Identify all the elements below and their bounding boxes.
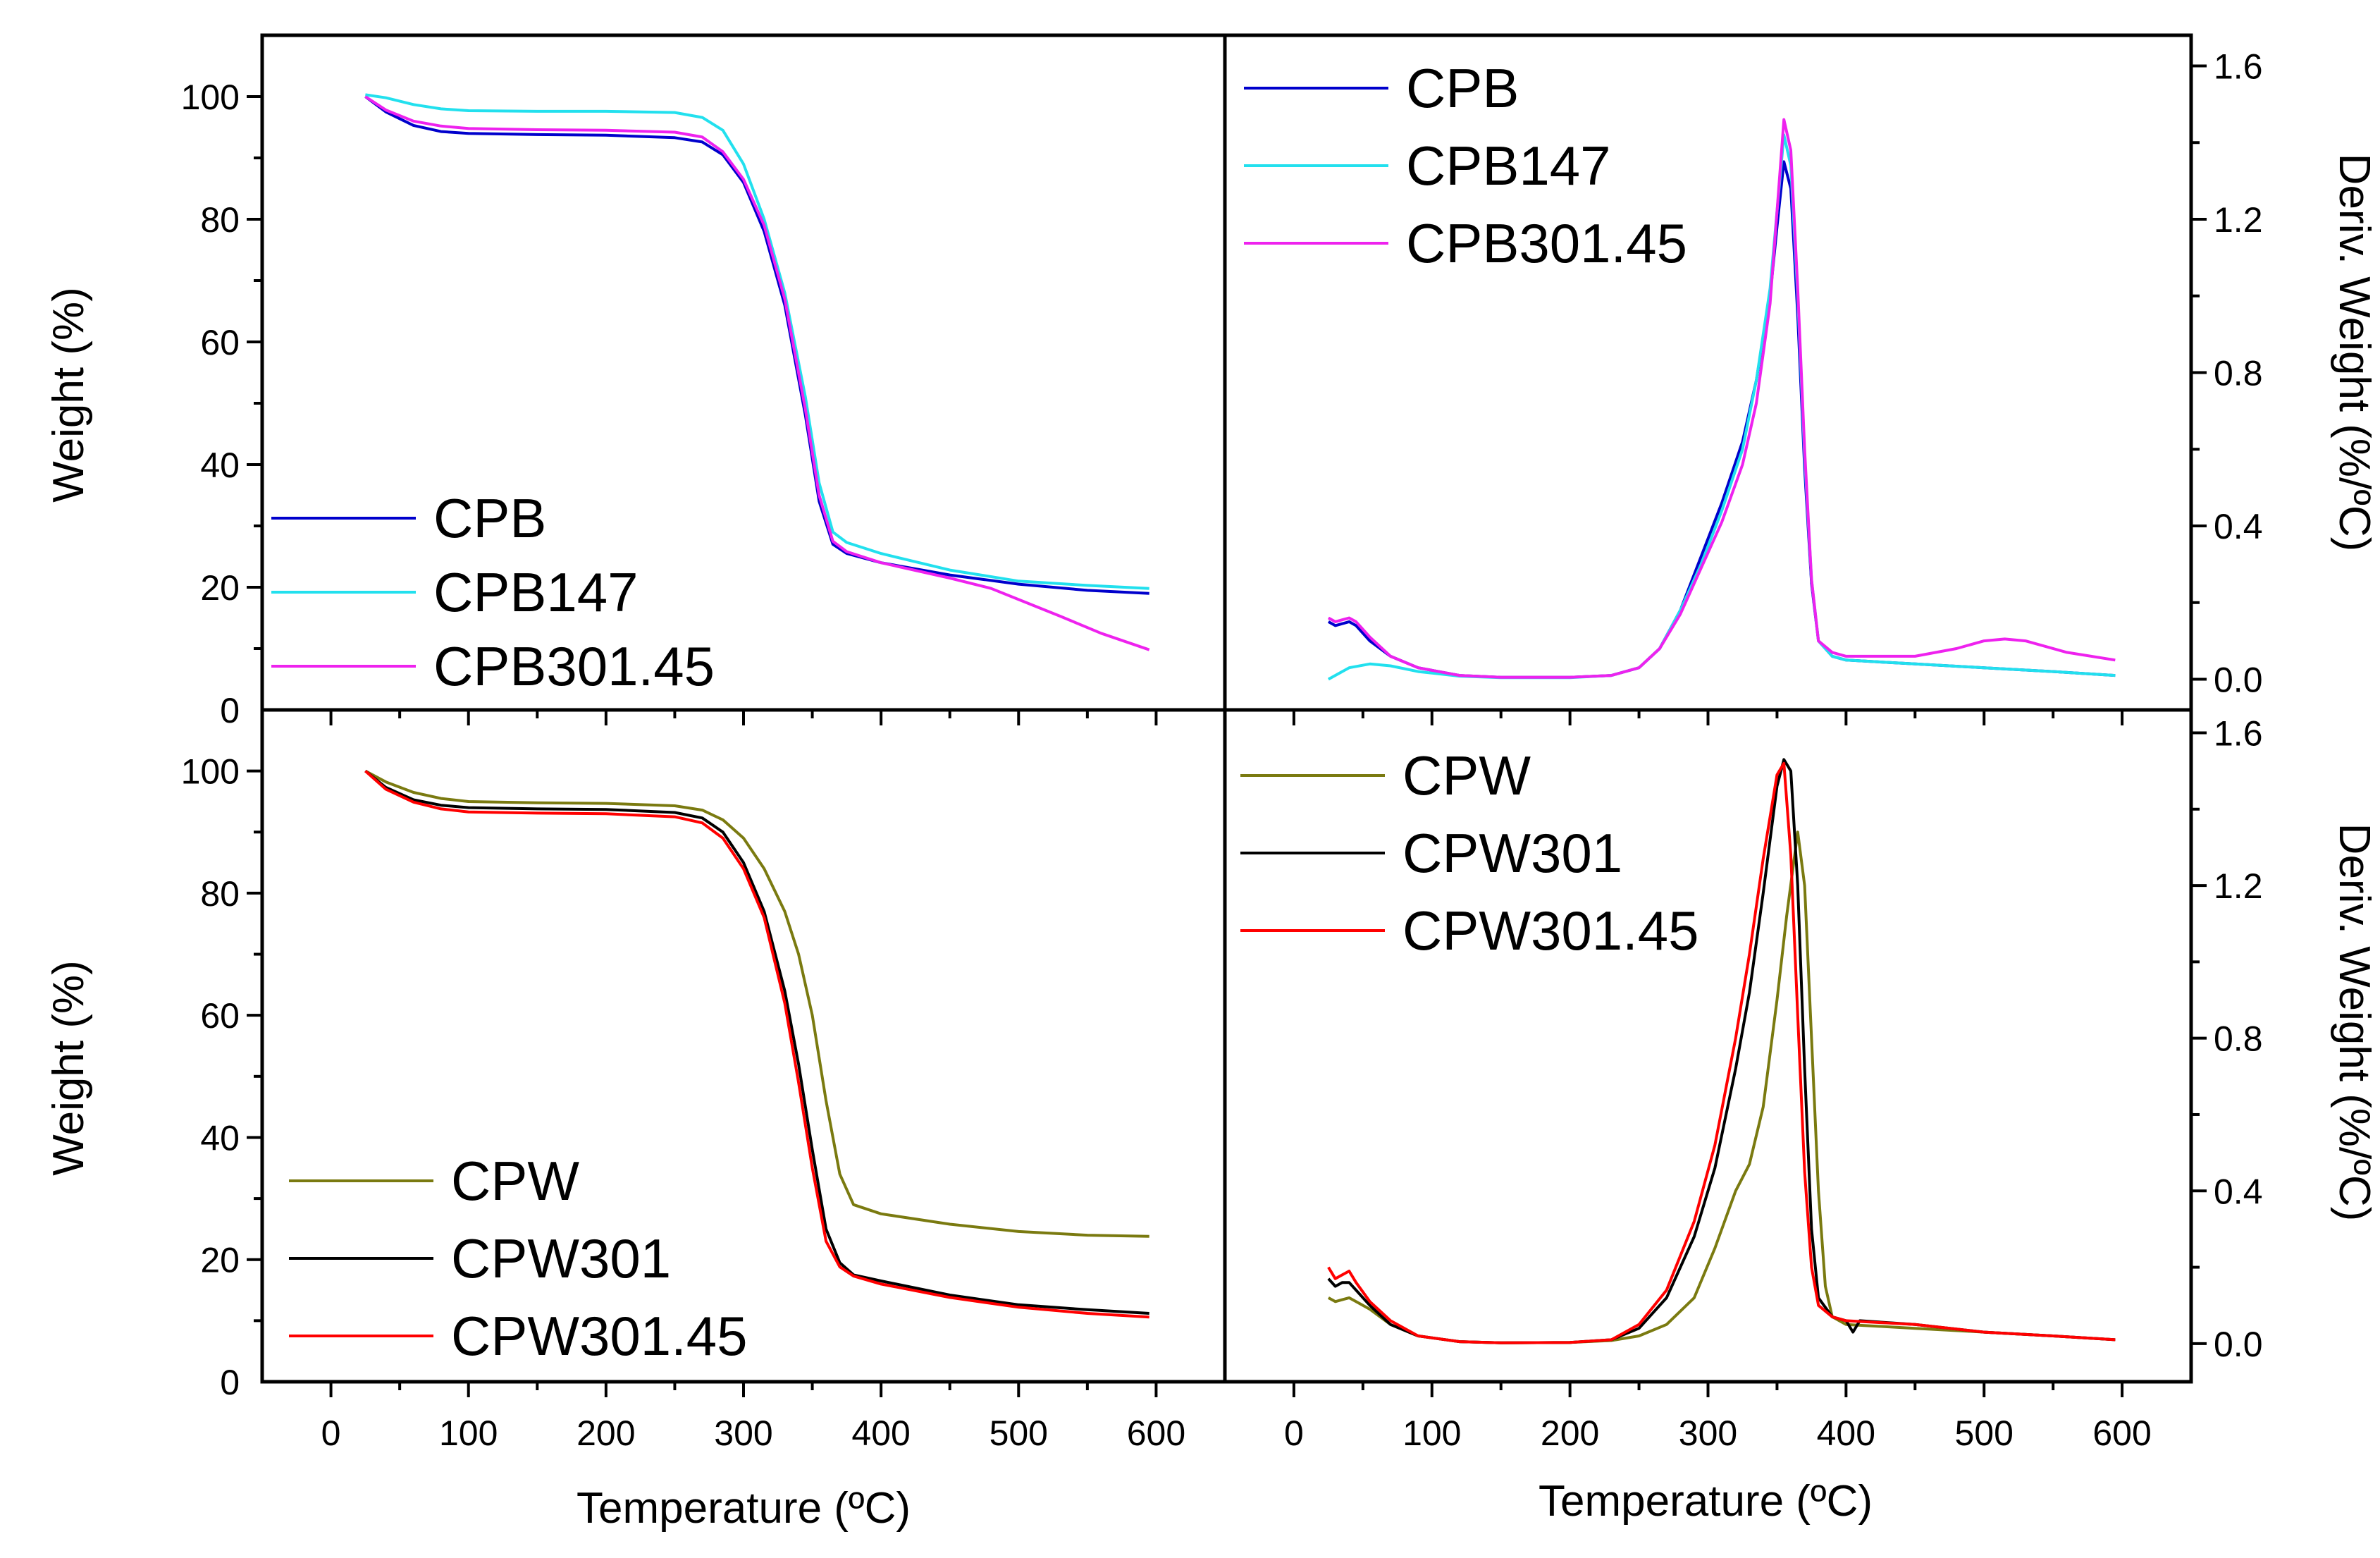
panel-top-left: 0 20 40 60 80 100 CPB CPB147 CPB301.45 xyxy=(181,78,1158,730)
y-tick-label: 80 xyxy=(200,200,240,240)
series-line-cpb301-45 xyxy=(364,95,1150,651)
legend-label: CPW xyxy=(1402,744,1531,806)
y-tick-label: 0.4 xyxy=(2214,1172,2263,1211)
y-tick-label: 60 xyxy=(200,323,240,362)
x-tick-label: 0 xyxy=(1284,1413,1304,1453)
y-tick-label: 0.0 xyxy=(2214,1325,2263,1364)
y-tick-label: 0.8 xyxy=(2214,354,2263,393)
x-tick-label: 400 xyxy=(1817,1413,1875,1453)
legend-label: CPB147 xyxy=(433,561,639,623)
series-line-cpb147 xyxy=(365,93,1149,590)
legend-label: CPW xyxy=(451,1150,579,1212)
y-tick-label: 20 xyxy=(200,1241,240,1280)
panel-top-right: 0.0 0.4 0.8 1.2 1.6 CPB CPB147 CPB301.45 xyxy=(1244,47,2263,725)
legend-label: CPB301.45 xyxy=(433,635,715,697)
x-tick-label: 300 xyxy=(1679,1413,1737,1453)
x-tick-label: 200 xyxy=(1541,1413,1599,1453)
legend-label: CPW301.45 xyxy=(1402,900,1699,962)
panel-bottom-right: 0 100 200 300 400 500 600 0.0 0.4 0.8 1.2 1.6 CPW CPW… xyxy=(1240,713,2263,1453)
series-line-cpw301-45 xyxy=(1327,761,2116,1344)
x-tick-label: 600 xyxy=(2092,1413,2151,1453)
legend-label: CPW301.45 xyxy=(451,1305,748,1367)
y-tick-label: 100 xyxy=(181,78,240,117)
y-tick-label: 0.4 xyxy=(2214,507,2263,546)
series-line-cpw301-45 xyxy=(364,770,1149,1319)
x-tick-label: 0 xyxy=(321,1413,341,1453)
x-tick-label: 500 xyxy=(1954,1413,2013,1453)
x-tick-label: 400 xyxy=(851,1413,910,1453)
series-line-cpw301 xyxy=(364,770,1149,1315)
series-line-cpb xyxy=(364,95,1149,595)
y-tick-label: 0.0 xyxy=(2214,661,2263,700)
x-axis-title-right: Temperature (ºC) xyxy=(1539,1477,1873,1526)
y-tick-label: 0 xyxy=(220,691,240,730)
y-axis-title-top-left: Weight (%) xyxy=(44,287,93,503)
x-tick-label: 100 xyxy=(1402,1413,1461,1453)
legend-label: CPB xyxy=(1406,57,1519,119)
x-tick-label: 600 xyxy=(1127,1413,1185,1453)
series-line-cpw xyxy=(364,769,1149,1238)
y-tick-label: 0.8 xyxy=(2214,1019,2263,1059)
x-tick-label: 500 xyxy=(989,1413,1048,1453)
x-tick-label: 300 xyxy=(714,1413,772,1453)
y-tick-label: 20 xyxy=(200,568,240,608)
y-tick-label: 100 xyxy=(181,752,240,792)
y-tick-label: 60 xyxy=(200,996,240,1036)
y-axis-title-bottom-right: Deriv. Weight (%/ºC) xyxy=(2330,823,2379,1222)
y-tick-label: 80 xyxy=(200,874,240,914)
y-axis-title-bottom-left: Weight (%) xyxy=(44,960,93,1176)
series-line-cpw301 xyxy=(1327,758,2116,1344)
y-tick-label: 1.2 xyxy=(2214,200,2263,240)
y-tick-label: 0 xyxy=(220,1363,240,1402)
x-axis-title-left: Temperature (ºC) xyxy=(576,1484,911,1533)
x-tick-label: 100 xyxy=(439,1413,498,1453)
y-tick-label: 1.2 xyxy=(2214,866,2263,906)
legend-label: CPB147 xyxy=(1406,135,1611,197)
x-tick-label: 200 xyxy=(576,1413,635,1453)
y-tick-label: 40 xyxy=(200,1118,240,1158)
legend-label: CPW301 xyxy=(1402,822,1622,884)
y-tick-label: 1.6 xyxy=(2214,47,2263,87)
legend-label: CPW301 xyxy=(451,1227,671,1289)
series-line-cpw xyxy=(1327,830,2116,1344)
legend-label: CPB301.45 xyxy=(1406,212,1687,274)
panel-bottom-left: 0 100 200 300 400 500 600 0 20 40 60 80 100 CPW CPW301… xyxy=(181,752,1186,1453)
legend-label: CPB xyxy=(433,487,546,549)
series-line-cpb301-45 xyxy=(1327,118,2116,679)
y-tick-label: 40 xyxy=(200,446,240,485)
y-tick-label: 1.6 xyxy=(2214,713,2263,753)
y-axis-title-top-right: Deriv. Weight (%/ºC) xyxy=(2330,154,2379,552)
